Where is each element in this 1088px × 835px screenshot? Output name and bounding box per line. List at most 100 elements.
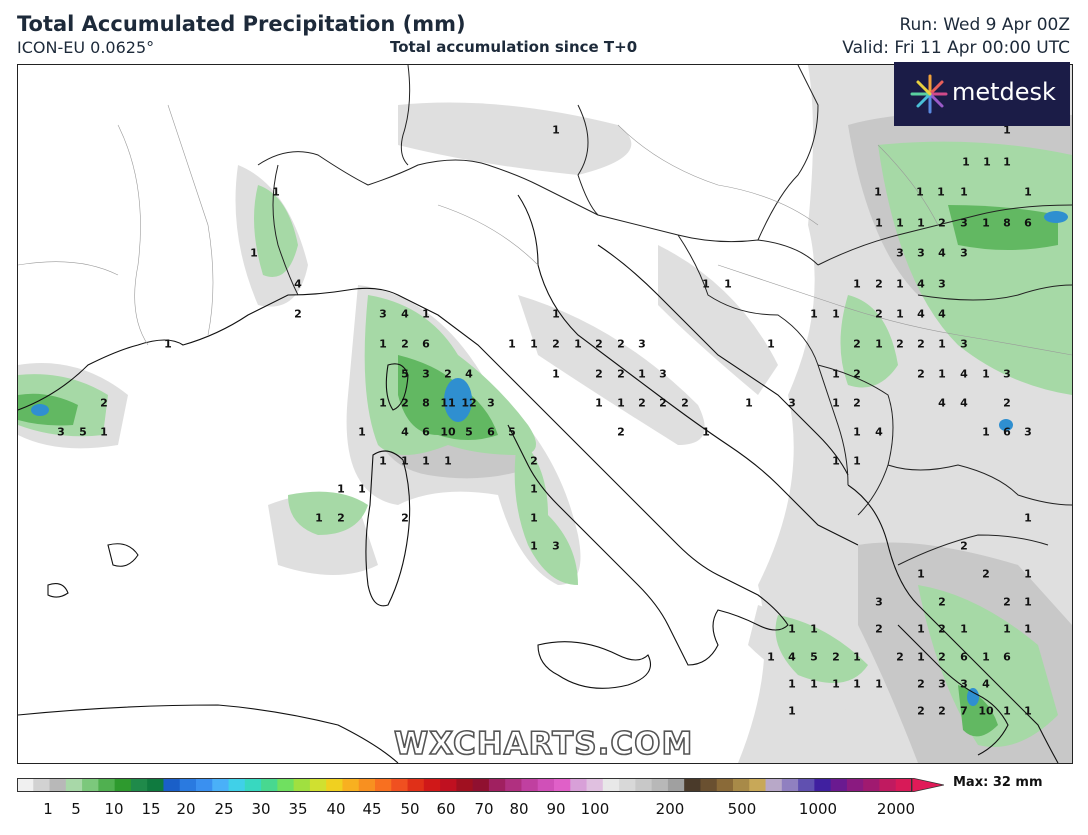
precip-value: 2 [659,396,667,410]
precip-value: 2 [595,337,603,351]
precip-value: 1 [810,307,818,321]
precip-value: 2 [938,216,946,230]
coastlines [18,194,1059,763]
scale-swatch [521,778,539,792]
wxcharts-watermark: WXCHARTS.COM [393,725,694,763]
precip-value: 2 [917,677,925,691]
precip-value: 6 [1003,650,1011,664]
scale-tick-label: 70 [474,800,494,818]
scale-swatch [798,778,815,792]
precip-value: 3 [960,216,968,230]
precip-value: 2 [552,337,560,351]
precip-value: 1 [896,307,904,321]
precip-value: 2 [832,650,840,664]
precip-value: 2 [1003,396,1011,410]
scale-tick-label: 20 [176,800,196,818]
scale-frame [17,778,912,792]
precip-value: 1 [810,622,818,636]
scale-swatch [879,778,897,792]
precip-value: 1 [1024,567,1032,581]
precip-value: 4 [938,307,946,321]
model-label: ICON-EU 0.0625° [17,38,155,57]
scale-swatch [423,778,441,792]
precip-value: 1 [358,482,366,496]
precip-value: 1 [638,367,646,381]
scale-swatch [17,778,34,792]
precip-value: 1 [379,454,387,468]
scale-swatch [716,778,734,792]
precip-value: 1 [853,425,861,439]
precip-value: 1 [917,567,925,581]
scale-swatch [277,778,295,792]
precip-value: 1 [875,216,883,230]
precip-value: 5 [401,367,409,381]
scale-swatch [537,778,555,792]
scale-swatch [33,778,51,792]
scale-swatch [130,778,148,792]
precip-value: 2 [444,367,452,381]
precip-value: 1 [832,677,840,691]
precip-value: 1 [917,650,925,664]
precip-value: 1 [937,185,945,199]
scale-swatch [309,778,327,792]
precip-value: 4 [917,277,925,291]
precip-value: 2 [401,337,409,351]
precip-value: 6 [1003,425,1011,439]
run-time: Run: Wed 9 Apr 00Z [899,15,1070,35]
precip-value: 1 [832,454,840,468]
precip-value: 1 [337,482,345,496]
scale-swatch [261,778,278,792]
scale-swatch [228,778,246,792]
precip-value: 1 [530,511,538,525]
precip-value: 2 [681,396,689,410]
precip-value: 1 [960,185,968,199]
precip-value: 3 [938,277,946,291]
precip-value: 1 [100,425,108,439]
precip-value: 1 [552,307,560,321]
scale-swatch [684,778,701,792]
precip-value: 1 [358,425,366,439]
precip-value: 3 [659,367,667,381]
precip-value: 1 [788,622,796,636]
precip-value: 1 [1003,704,1011,718]
scale-swatch [635,778,653,792]
scale-swatch [163,778,181,792]
precip-value: 1 [702,425,710,439]
scale-tick-label: 10 [104,800,124,818]
scale-swatch [846,778,864,792]
precip-value: 8 [1003,216,1011,230]
scale-swatch [456,778,474,792]
scale-swatch [651,778,669,792]
precip-value: 2 [875,307,883,321]
scale-arrow-icon [912,778,944,792]
precip-value: 2 [960,539,968,553]
precip-value: 2 [617,425,625,439]
accumulation-subtitle: Total accumulation since T+0 [390,38,638,56]
precip-value: 2 [938,622,946,636]
precip-value: 3 [379,307,387,321]
precip-value: 1 [617,396,625,410]
precip-value: 1 [1003,155,1011,169]
precip-value: 6 [960,650,968,664]
scale-tick-label: 5 [71,800,81,818]
precip-value: 2 [917,337,925,351]
metdesk-logo-text: metdesk [952,78,1056,106]
valid-time: Valid: Fri 11 Apr 00:00 UTC [842,38,1070,58]
precip-value: 1 [917,622,925,636]
scale-swatch [765,778,783,792]
precip-value: 2 [638,396,646,410]
precip-10mm-layer [31,211,1068,706]
precip-value: 1 [853,454,861,468]
scale-swatch [505,778,522,792]
precip-value: 4 [938,246,946,260]
scale-tick-label: 45 [362,800,382,818]
precip-value: 3 [422,367,430,381]
precip-value: 1 [832,367,840,381]
precip-value: 1 [702,277,710,291]
scale-swatch [488,778,506,792]
precip-value: 3 [960,246,968,260]
precip-value: 6 [422,425,430,439]
scale-swatch [82,778,99,792]
scale-swatch [749,778,767,792]
